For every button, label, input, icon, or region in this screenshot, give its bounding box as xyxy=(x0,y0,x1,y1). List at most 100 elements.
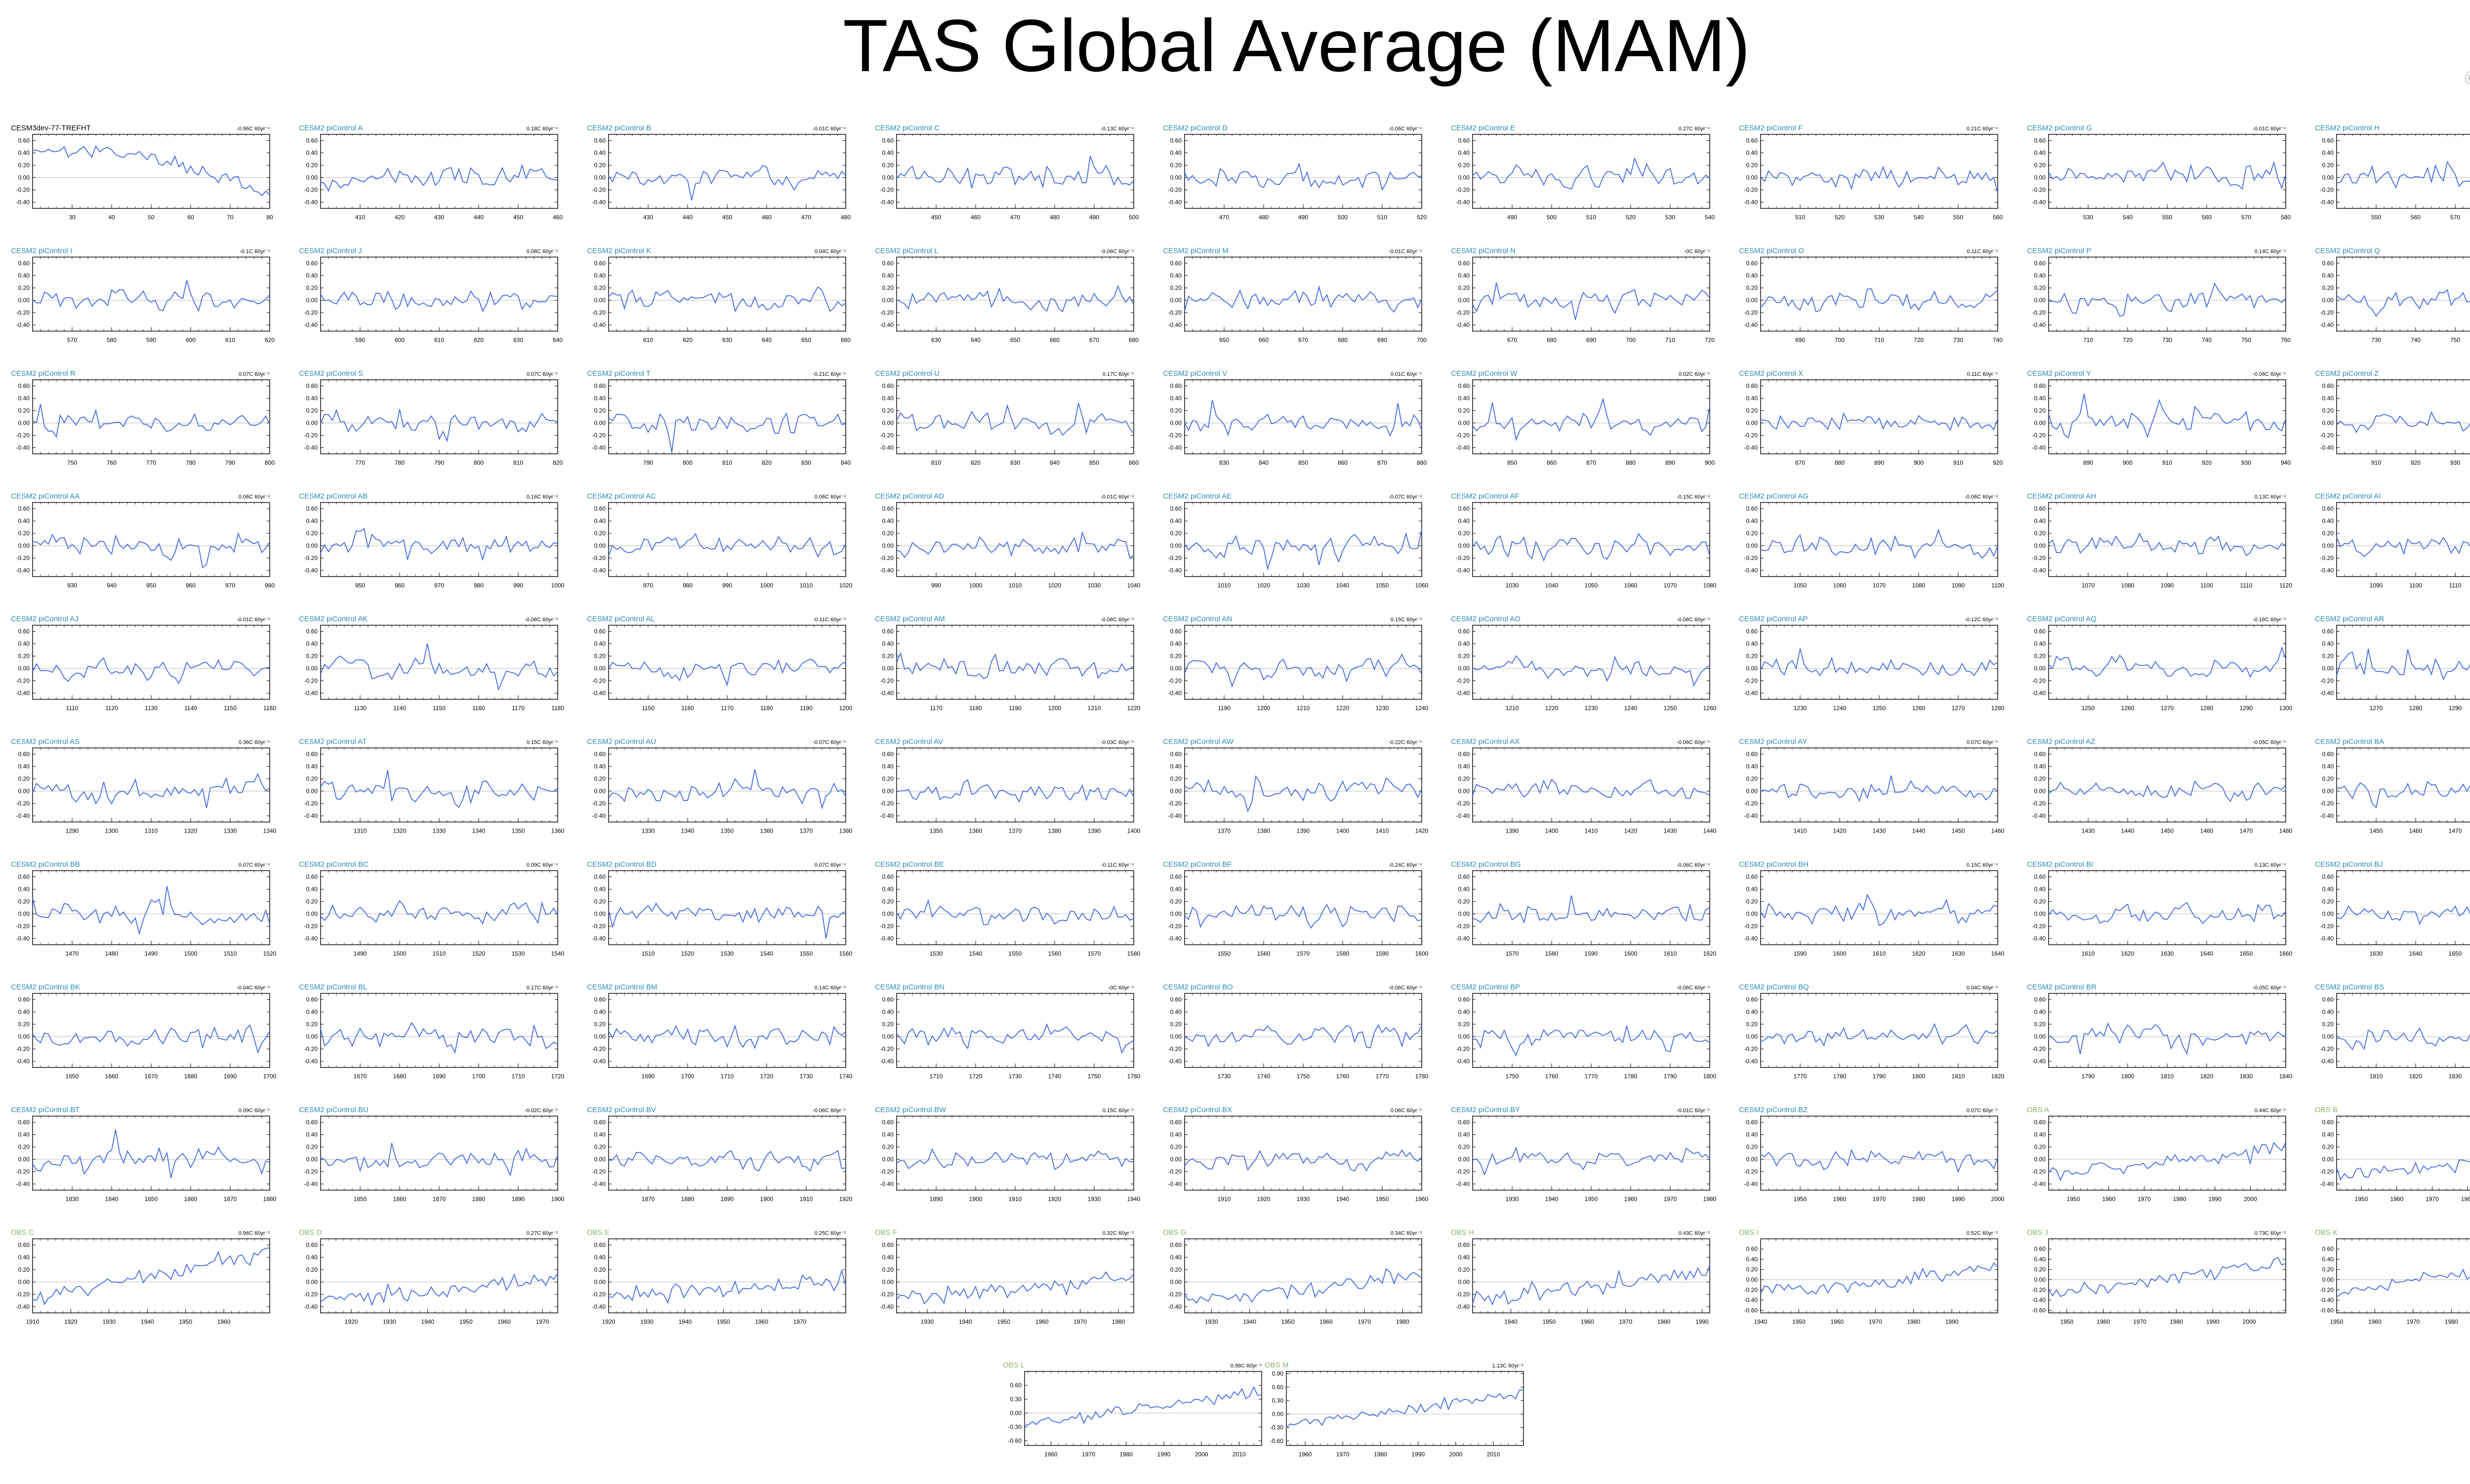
panel-title: CESM2 piControl O xyxy=(1739,247,1804,255)
y-tick-label: 0.60 xyxy=(882,751,894,758)
y-tick-label: 0.40 xyxy=(18,272,30,279)
panel-trend: -0C 60yr⁻¹ xyxy=(1684,249,1710,255)
x-tick-label: 1250 xyxy=(2082,705,2095,712)
x-tick-label: 1220 xyxy=(1545,705,1559,712)
plot-frame xyxy=(1184,625,1422,700)
series-line xyxy=(1184,653,1422,688)
x-tick-label: 740 xyxy=(2411,337,2421,344)
chart-panel: CESM2 piControl E 0.27C 60yr⁻¹ 0.60 0.40 0.2… xyxy=(1451,124,1715,221)
x-tick-label: 630 xyxy=(931,337,941,344)
y-tick-label: 0.00 xyxy=(306,542,318,549)
x-tick-label: 560 xyxy=(2411,214,2421,221)
y-tick-label: 0.20 xyxy=(882,775,894,782)
panel-trend: -0.07C 60yr⁻¹ xyxy=(1389,494,1422,500)
chart-panel: CESM2 piControl AK -0.06C 60yr⁻¹ 0.60 0.40 0… xyxy=(299,615,564,712)
x-tick-label: 1180 xyxy=(760,705,773,712)
y-tick-label: -0.20 xyxy=(880,800,894,807)
x-tick-label: 1330 xyxy=(642,828,655,835)
x-tick-label: 1010 xyxy=(1218,582,1231,589)
y-tick-label: 0.60 xyxy=(306,383,318,390)
y-tick-label: 0.20 xyxy=(882,653,894,660)
x-tick-label: 1170 xyxy=(721,705,734,712)
chart-panel: CESM2 piControl AE -0.07C 60yr⁻¹ 0.60 0.40 0… xyxy=(1163,492,1429,589)
y-tick-label: -0.40 xyxy=(1456,812,1470,819)
y-tick-label: -0.20 xyxy=(592,309,606,316)
series-line xyxy=(32,280,270,312)
series-line xyxy=(1184,285,1422,313)
y-tick-label: 0.00 xyxy=(18,297,30,304)
y-tick-label: 0.60 xyxy=(2322,628,2334,635)
y-tick-label: 0.40 xyxy=(306,395,318,402)
x-tick-label: 1260 xyxy=(2121,705,2135,712)
x-tick-label: 1370 xyxy=(1218,828,1231,835)
plot-frame xyxy=(1184,256,1422,332)
plot-frame xyxy=(2336,379,2470,454)
x-tick-label: 1100 xyxy=(2409,582,2422,589)
panel-trend: 0.02C 60yr⁻¹ xyxy=(1679,371,1710,377)
x-tick-label: 500 xyxy=(1338,214,1348,221)
y-tick-label: -0.40 xyxy=(1168,444,1182,451)
plot-frame xyxy=(2336,502,2470,577)
x-tick-label: 1090 xyxy=(2161,582,2174,589)
x-tick-label: 510 xyxy=(1586,214,1596,221)
chart-panel: CESM2 piControl S 0.07C 60yr⁻¹ 0.60 0.40 0.2… xyxy=(299,369,563,466)
panel-title: CESM2 piControl L xyxy=(875,247,938,255)
y-tick-label: -0.40 xyxy=(2032,199,2046,206)
x-tick-label: 630 xyxy=(513,337,523,344)
y-tick-label: -0.20 xyxy=(2032,432,2046,439)
x-tick-label: 1370 xyxy=(800,828,813,835)
y-tick-label: -0.40 xyxy=(1168,199,1182,206)
x-tick-label: 950 xyxy=(146,582,156,589)
y-tick-label: -0.40 xyxy=(592,444,606,451)
y-tick-label: -0.20 xyxy=(304,800,318,807)
y-tick-label: -0.40 xyxy=(1456,199,1470,206)
x-tick-label: 610 xyxy=(225,337,235,344)
plot-frame xyxy=(1472,625,1710,700)
y-tick-label: 0.00 xyxy=(18,174,30,181)
y-tick-label: -0.40 xyxy=(16,567,30,574)
chart-panel: CESM2 piControl AI-0C 60yr⁻¹0.600.400.20… xyxy=(2315,492,2470,589)
series-line xyxy=(320,408,558,442)
y-tick-label: 0.20 xyxy=(594,407,606,414)
y-tick-label: -0.20 xyxy=(1168,678,1182,684)
x-tick-label: 710 xyxy=(1665,337,1675,344)
panel-trend: 0.13C 60yr⁻¹ xyxy=(2255,494,2286,500)
y-tick-label: -0.20 xyxy=(880,678,894,684)
x-tick-label: 1330 xyxy=(433,828,446,835)
y-tick-label: 0.60 xyxy=(306,137,318,144)
x-tick-label: 800 xyxy=(265,459,275,466)
panel-title: CESM2 piControl A xyxy=(299,124,363,132)
x-tick-label: 1250 xyxy=(1664,705,1677,712)
series-line xyxy=(32,145,270,197)
y-tick-label: -0.20 xyxy=(592,678,606,684)
panel-trend: 0.15C 60yr⁻¹ xyxy=(527,740,558,746)
y-tick-label: 0.20 xyxy=(882,407,894,414)
x-tick-label: 690 xyxy=(1795,337,1805,344)
plot-frame xyxy=(1760,625,1998,700)
y-tick-label: 0.40 xyxy=(2322,641,2334,647)
x-tick-label: 1420 xyxy=(1624,828,1638,835)
y-tick-label: 0.00 xyxy=(306,420,318,427)
y-tick-label: 0.00 xyxy=(1746,297,1758,304)
y-tick-label: -0.40 xyxy=(1456,444,1470,451)
panel-trend: -0.07C 60yr⁻¹ xyxy=(813,740,846,746)
y-tick-label: 0.00 xyxy=(1458,542,1470,549)
y-tick-label: -0.20 xyxy=(1456,678,1470,684)
x-tick-label: 560 xyxy=(2202,214,2212,221)
y-tick-label: 0.60 xyxy=(18,137,30,144)
series-line xyxy=(2336,160,2470,189)
y-tick-label: 0.20 xyxy=(1170,653,1182,660)
chart-panel: CESM2 piControl W 0.02C 60yr⁻¹ 0.60 0.40 0.2… xyxy=(1451,369,1715,466)
y-tick-label: 0.60 xyxy=(1170,260,1182,267)
x-tick-label: 1310 xyxy=(354,828,367,835)
y-tick-label: 0.00 xyxy=(882,174,894,181)
y-tick-label: 0.00 xyxy=(594,420,606,427)
x-tick-label: 570 xyxy=(2450,214,2460,221)
x-tick-label: 1040 xyxy=(1336,582,1350,589)
y-tick-label: 0.60 xyxy=(1458,260,1470,267)
y-tick-label: 0.60 xyxy=(18,628,30,635)
x-tick-label: 470 xyxy=(1010,214,1020,221)
panel-title: CESM2 piControl N xyxy=(1451,247,1516,255)
chart-panel: CESM2 piControl C -0.13C 60yr⁻¹ 0.60 0.40 0.… xyxy=(875,124,1139,221)
x-tick-label: 620 xyxy=(474,337,484,344)
